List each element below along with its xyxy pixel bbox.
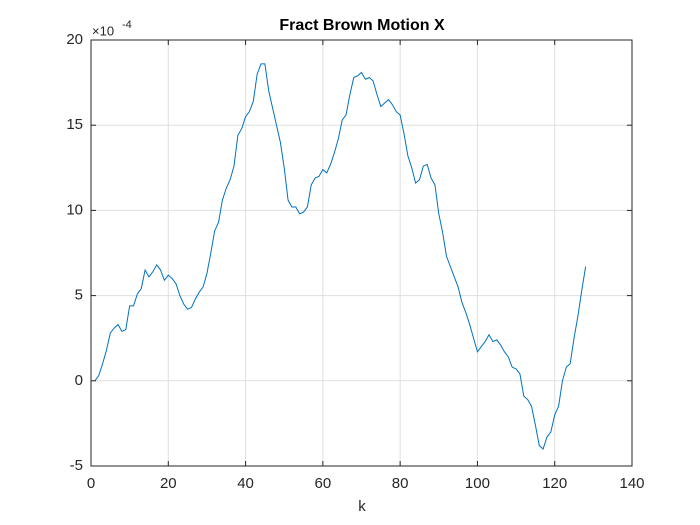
x-tick-label: 100 — [465, 475, 490, 492]
x-tick-label: 120 — [542, 475, 567, 492]
y-tick-label: 10 — [66, 201, 83, 218]
y-exponent: -4 — [122, 19, 132, 31]
y-tick-label: 0 — [75, 372, 83, 389]
x-tick-label: 0 — [87, 475, 95, 492]
x-tick-label: 140 — [619, 475, 644, 492]
x-tick-label: 40 — [237, 475, 254, 492]
y-exponent-base: ×10 — [92, 23, 114, 38]
x-tick-label: 20 — [160, 475, 177, 492]
x-tick-label: 60 — [315, 475, 332, 492]
chart-title: Fract Brown Motion X — [279, 17, 445, 34]
axes-box — [90, 39, 633, 467]
y-tick-label: 15 — [66, 116, 83, 133]
data-line — [94, 63, 587, 450]
x-axis-label: k — [358, 498, 366, 515]
x-tick-label: 80 — [392, 475, 409, 492]
y-tick-label: -5 — [70, 457, 83, 474]
y-tick-label: 5 — [75, 287, 83, 304]
y-tick-label: 20 — [66, 31, 83, 48]
